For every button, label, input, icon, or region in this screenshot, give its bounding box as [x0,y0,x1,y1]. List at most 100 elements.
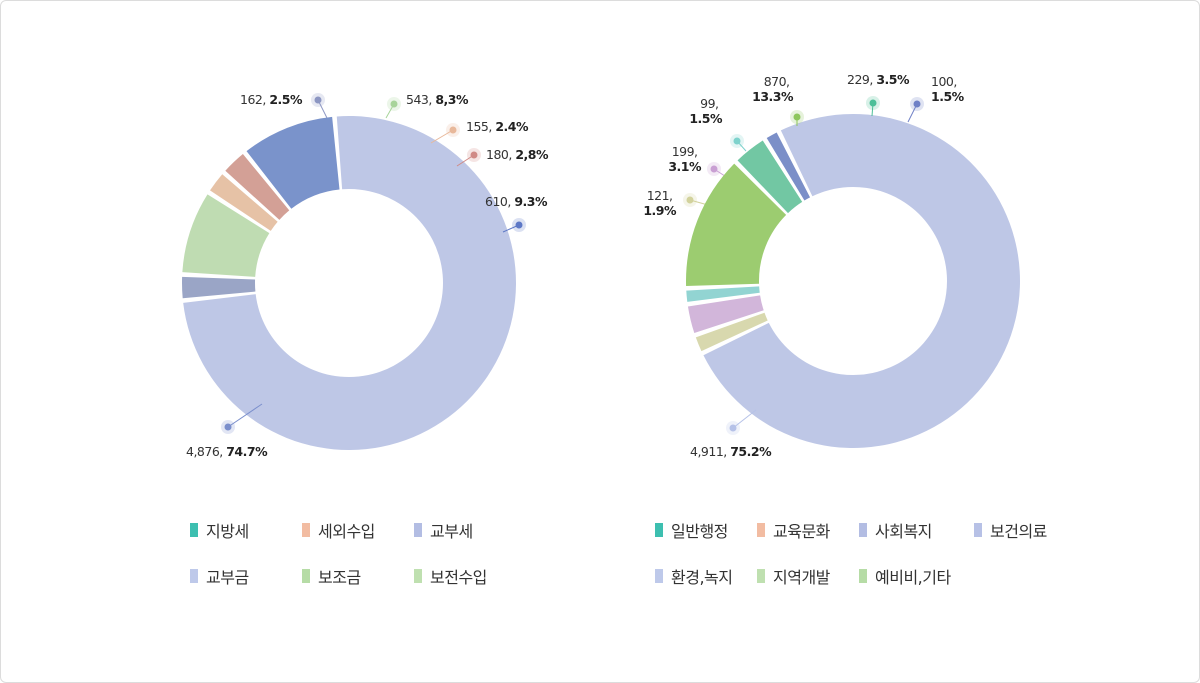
legend-label: 세외수입 [318,522,375,541]
data-label-0: 4,876, 74.7% [186,444,268,459]
data-label-value: 229, [847,72,876,87]
data-label-percent: 9.3% [514,194,548,209]
data-label-4: 870, 13.3% [752,74,794,104]
data-label-value: 100, [931,74,960,89]
label-marker-4 [470,151,478,159]
data-label-value: 199, [672,144,701,159]
label-marker-5 [515,221,523,229]
legend-label: 지역개발 [773,568,830,587]
donut-slice-0 [183,115,516,450]
data-label-value: 4,911, [690,444,730,459]
legend-label: 보건의료 [990,522,1047,541]
data-label-1: 162, 2.5% [240,92,303,107]
data-label-percent: 3.1% [668,159,702,174]
data-label-5: 229, 3.5% [847,72,910,87]
donut-slice-0 [703,114,1020,449]
donut-slice-5 [246,116,340,209]
donut-slice-3 [210,174,278,231]
expenditure-donut-chart: 4,911, 75.2% 121, 1.9% 199, 3.1% 99, 1.5% 87… [643,72,1020,459]
donut-slice-1 [182,276,256,299]
legend-item-0: 일반행정 [655,518,757,542]
label-marker-0 [224,423,232,431]
label-marker-3 [733,137,741,145]
data-label-value: 180, [486,147,515,162]
legend-item-0: 지방세 [190,518,302,542]
legend-swatch [655,523,663,537]
donut-slice-4 [686,163,787,286]
data-label-4: 180, 2,8% [486,147,549,162]
data-label-1: 121, 1.9% [643,188,677,218]
data-label-percent: 2,8% [515,147,549,162]
label-marker-5 [869,99,877,107]
label-marker-1 [314,96,322,104]
data-label-percent: 13.3% [752,89,794,104]
legend-label: 사회복지 [875,522,932,541]
legend-label: 환경,녹지 [671,568,733,587]
data-label-2: 543, 8,3% [406,92,469,107]
legend-swatch [757,569,765,583]
legend-label: 지방세 [206,522,249,541]
label-leader-3 [430,129,454,144]
legend-label: 보조금 [318,568,361,587]
legend-swatch [190,569,198,583]
data-label-value: 99, [700,96,722,111]
legend-swatch [757,523,765,537]
legend-item-1: 교육문화 [757,518,859,542]
data-label-2: 199, 3.1% [668,144,702,174]
legend-swatch [655,569,663,583]
data-label-value: 543, [406,92,435,107]
data-label-percent: 1.5% [931,89,965,104]
data-label-3: 99, 1.5% [689,96,723,126]
legend-item-3: 보건의료 [974,518,1084,542]
legend-label: 예비비,기타 [875,568,951,587]
legend-item-6: 예비비,기타 [859,564,974,588]
legend-item-3: 교부금 [190,564,302,588]
donut-slice-6 [766,132,811,201]
data-label-value: 610, [485,194,514,209]
data-label-value: 870, [764,74,793,89]
legend-label: 보전수입 [430,568,487,587]
legend-item-5: 보전수입 [414,564,526,588]
legend-swatch [302,523,310,537]
legend-swatch [414,569,422,583]
legend-swatch [190,523,198,537]
legend-item-5: 지역개발 [757,564,859,588]
legend-item-2: 사회복지 [859,518,974,542]
data-label-percent: 2.5% [269,92,303,107]
legend-item-2: 교부세 [414,518,526,542]
data-label-value: 121, [647,188,676,203]
label-leader-0 [227,403,263,428]
legend-swatch [974,523,982,537]
legend-swatch [859,569,867,583]
donut-slice-4 [225,154,290,220]
legend-label: 교육문화 [773,522,830,541]
label-marker-6 [913,100,921,108]
donut-slice-2 [687,295,764,334]
data-label-0: 4,911, 75.2% [690,444,772,459]
label-marker-4 [793,113,801,121]
label-leader-0 [732,409,757,429]
label-marker-0 [729,424,737,432]
data-label-percent: 74.7% [226,444,268,459]
donut-slice-3 [686,286,760,302]
label-marker-2 [710,165,718,173]
data-label-percent: 1.5% [689,111,723,126]
donut-slice-2 [182,194,270,277]
data-label-value: 4,876, [186,444,226,459]
legend-swatch [859,523,867,537]
donut-slice-1 [695,312,768,352]
data-label-percent: 75.2% [730,444,772,459]
data-label-percent: 3.5% [876,72,910,87]
revenue-donut-chart: 4,876, 74.7% 162, 2.5% 543, 8,3% 155, 2.4% 1… [182,92,549,459]
legend-swatch [302,569,310,583]
legend-item-1: 세외수입 [302,518,414,542]
label-marker-3 [449,126,457,134]
legend-label: 교부세 [430,522,473,541]
donut-slice-5 [737,140,803,214]
data-label-5: 610, 9.3% [485,194,548,209]
data-label-percent: 2.4% [495,119,529,134]
data-label-3: 155, 2.4% [466,119,529,134]
